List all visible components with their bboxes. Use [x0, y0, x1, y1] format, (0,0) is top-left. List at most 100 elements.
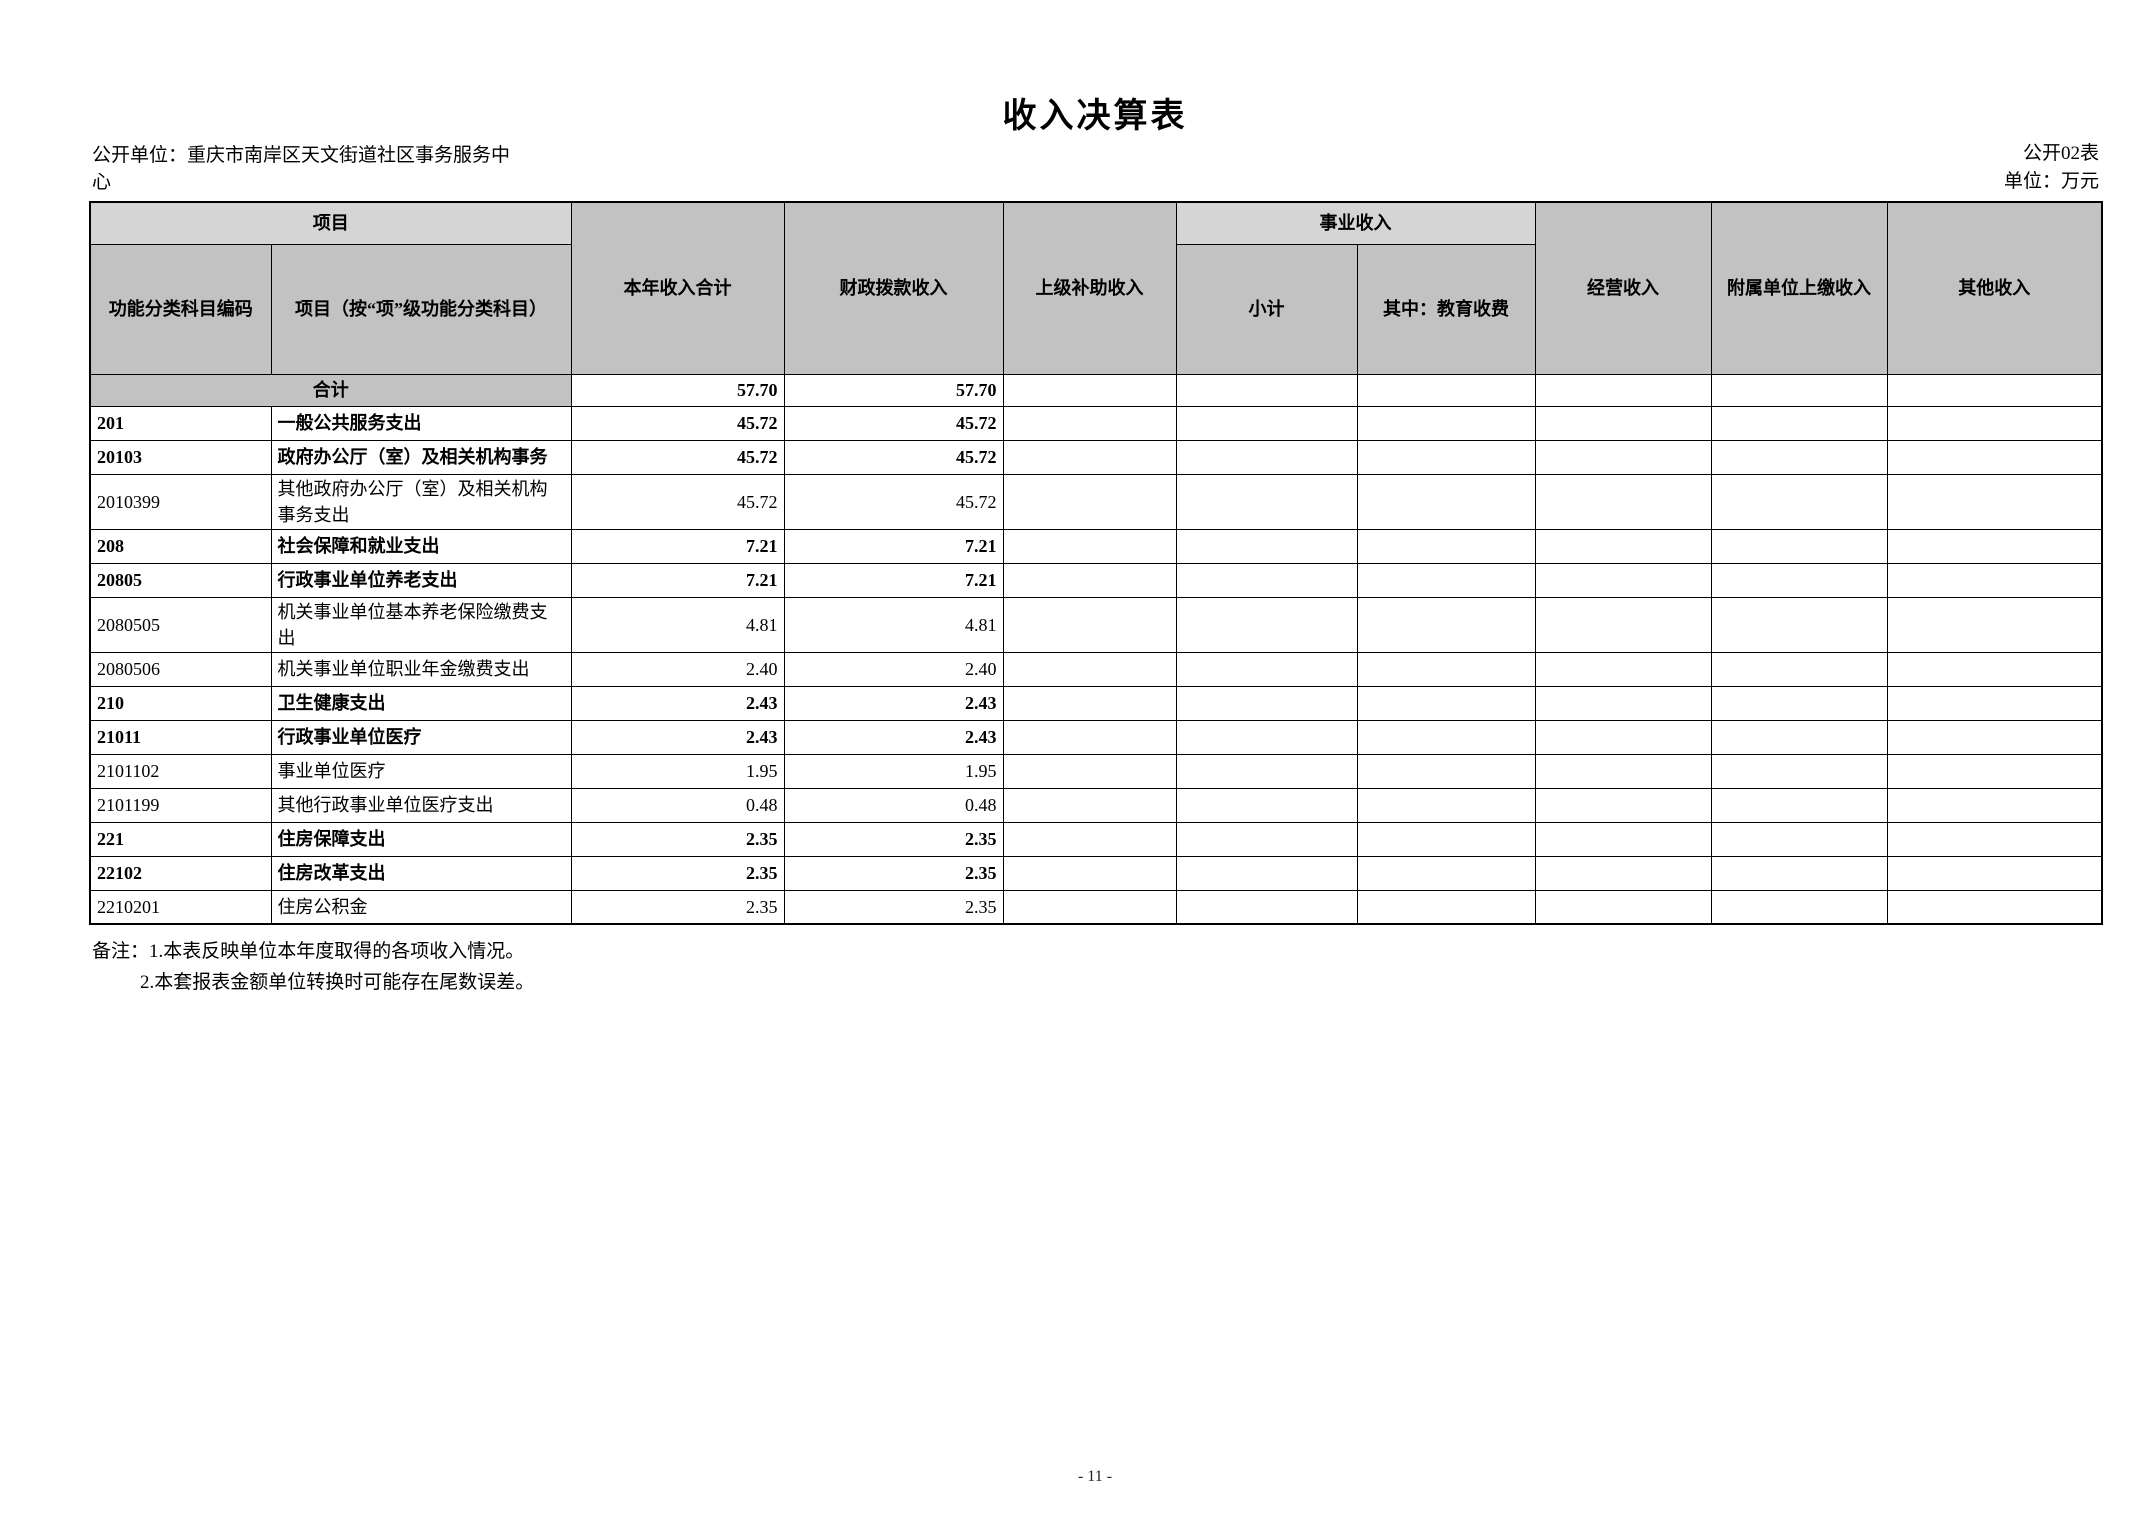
header-col-total: 本年收入合计	[570, 201, 785, 375]
row-superior	[1002, 685, 1177, 721]
row-other	[1886, 651, 2103, 687]
total-row: 合计 57.70 57.70	[89, 373, 2103, 407]
row-operating	[1534, 753, 1712, 789]
row-operating	[1534, 562, 1712, 598]
header-row-groups: 项目 本年收入合计 财政拨款收入 上级补助收入 事业收入 经营收入 附属单位上缴…	[89, 201, 2103, 375]
row-fiscal: 2.40	[783, 651, 1004, 687]
header-col-education: 其中：教育收费	[1356, 243, 1536, 375]
row-fiscal: 4.81	[783, 596, 1004, 653]
row-code: 2210201	[89, 889, 272, 925]
row-item: 行政事业单位养老支出	[270, 562, 572, 598]
row-superior	[1002, 787, 1177, 823]
unit-label: 单位：万元	[2003, 171, 2099, 192]
row-total: 2.35	[570, 889, 785, 925]
total-row-label: 合计	[89, 373, 572, 407]
row-superior	[1002, 473, 1177, 530]
footnote-1: 备注：1.本表反映单位本年度取得的各项收入情况。	[92, 941, 525, 962]
row-other	[1886, 473, 2103, 530]
row-other	[1886, 719, 2103, 755]
row-item: 卫生健康支出	[270, 685, 572, 721]
row-subtotal	[1175, 753, 1358, 789]
table-row: 2080505 机关事业单位基本养老保险缴费支出 4.81 4.81	[89, 596, 2103, 653]
row-code: 210	[89, 685, 272, 721]
row-operating	[1534, 596, 1712, 653]
row-code: 221	[89, 821, 272, 857]
row-affiliated	[1710, 473, 1888, 530]
header-col-code: 功能分类科目编码	[89, 243, 272, 375]
row-subtotal	[1175, 685, 1358, 721]
header-col-item: 项目（按“项”级功能分类科目）	[270, 243, 572, 375]
row-total: 45.72	[570, 439, 785, 475]
row-superior	[1002, 821, 1177, 857]
meta-right: 公开02表 单位：万元	[89, 140, 2099, 196]
row-total: 45.72	[570, 405, 785, 441]
table-row: 2101102 事业单位医疗 1.95 1.95	[89, 753, 2103, 789]
row-superior	[1002, 889, 1177, 925]
row-code: 20103	[89, 439, 272, 475]
table-row: 20805 行政事业单位养老支出 7.21 7.21	[89, 562, 2103, 598]
row-fiscal: 2.43	[783, 685, 1004, 721]
row-subtotal	[1175, 473, 1358, 530]
row-subtotal	[1175, 439, 1358, 475]
row-fiscal: 2.35	[783, 855, 1004, 891]
row-code: 20805	[89, 562, 272, 598]
total-cell-superior	[1002, 373, 1177, 407]
row-affiliated	[1710, 787, 1888, 823]
row-education	[1356, 787, 1536, 823]
row-other	[1886, 562, 2103, 598]
header-col-affiliated: 附属单位上缴收入	[1710, 201, 1888, 375]
row-superior	[1002, 405, 1177, 441]
table-row: 22102 住房改革支出 2.35 2.35	[89, 855, 2103, 891]
publisher-label: 公开单位：重庆市南岸区天文街道社区事务服务中心	[92, 145, 511, 193]
row-subtotal	[1175, 787, 1358, 823]
row-other	[1886, 889, 2103, 925]
row-operating	[1534, 439, 1712, 475]
row-education	[1356, 562, 1536, 598]
total-cell-education	[1356, 373, 1536, 407]
row-superior	[1002, 719, 1177, 755]
row-fiscal: 7.21	[783, 528, 1004, 564]
row-subtotal	[1175, 889, 1358, 925]
row-operating	[1534, 889, 1712, 925]
row-total: 45.72	[570, 473, 785, 530]
row-operating	[1534, 719, 1712, 755]
row-education	[1356, 596, 1536, 653]
table-row: 20103 政府办公厅（室）及相关机构事务 45.72 45.72	[89, 439, 2103, 475]
row-other	[1886, 855, 2103, 891]
row-other	[1886, 787, 2103, 823]
row-affiliated	[1710, 651, 1888, 687]
footnotes: 备注：1.本表反映单位本年度取得的各项收入情况。 2.本套报表金额单位转换时可能…	[92, 936, 1492, 998]
total-cell-other	[1886, 373, 2103, 407]
row-code: 2080506	[89, 651, 272, 687]
row-other	[1886, 821, 2103, 857]
row-education	[1356, 439, 1536, 475]
row-code: 2101102	[89, 753, 272, 789]
table-row: 210 卫生健康支出 2.43 2.43	[89, 685, 2103, 721]
row-operating	[1534, 685, 1712, 721]
row-education	[1356, 651, 1536, 687]
row-fiscal: 2.35	[783, 889, 1004, 925]
row-fiscal: 7.21	[783, 562, 1004, 598]
header-col-other: 其他收入	[1886, 201, 2103, 375]
table-row: 201 一般公共服务支出 45.72 45.72	[89, 405, 2103, 441]
page-title: 收入决算表	[1002, 98, 1188, 135]
table-row: 21011 行政事业单位医疗 2.43 2.43	[89, 719, 2103, 755]
row-fiscal: 45.72	[783, 439, 1004, 475]
row-fiscal: 2.35	[783, 821, 1004, 857]
row-item: 机关事业单位职业年金缴费支出	[270, 651, 572, 687]
row-other	[1886, 405, 2103, 441]
row-item: 其他行政事业单位医疗支出	[270, 787, 572, 823]
header-row-columns: 功能分类科目编码 项目（按“项”级功能分类科目） 小计 其中：教育收费	[89, 243, 2102, 375]
row-affiliated	[1710, 889, 1888, 925]
row-subtotal	[1175, 528, 1358, 564]
row-total: 7.21	[570, 528, 785, 564]
row-affiliated	[1710, 528, 1888, 564]
row-other	[1886, 439, 2103, 475]
row-total: 1.95	[570, 753, 785, 789]
row-superior	[1002, 753, 1177, 789]
row-fiscal: 0.48	[783, 787, 1004, 823]
row-code: 201	[89, 405, 272, 441]
row-item: 一般公共服务支出	[270, 405, 572, 441]
row-subtotal	[1175, 562, 1358, 598]
